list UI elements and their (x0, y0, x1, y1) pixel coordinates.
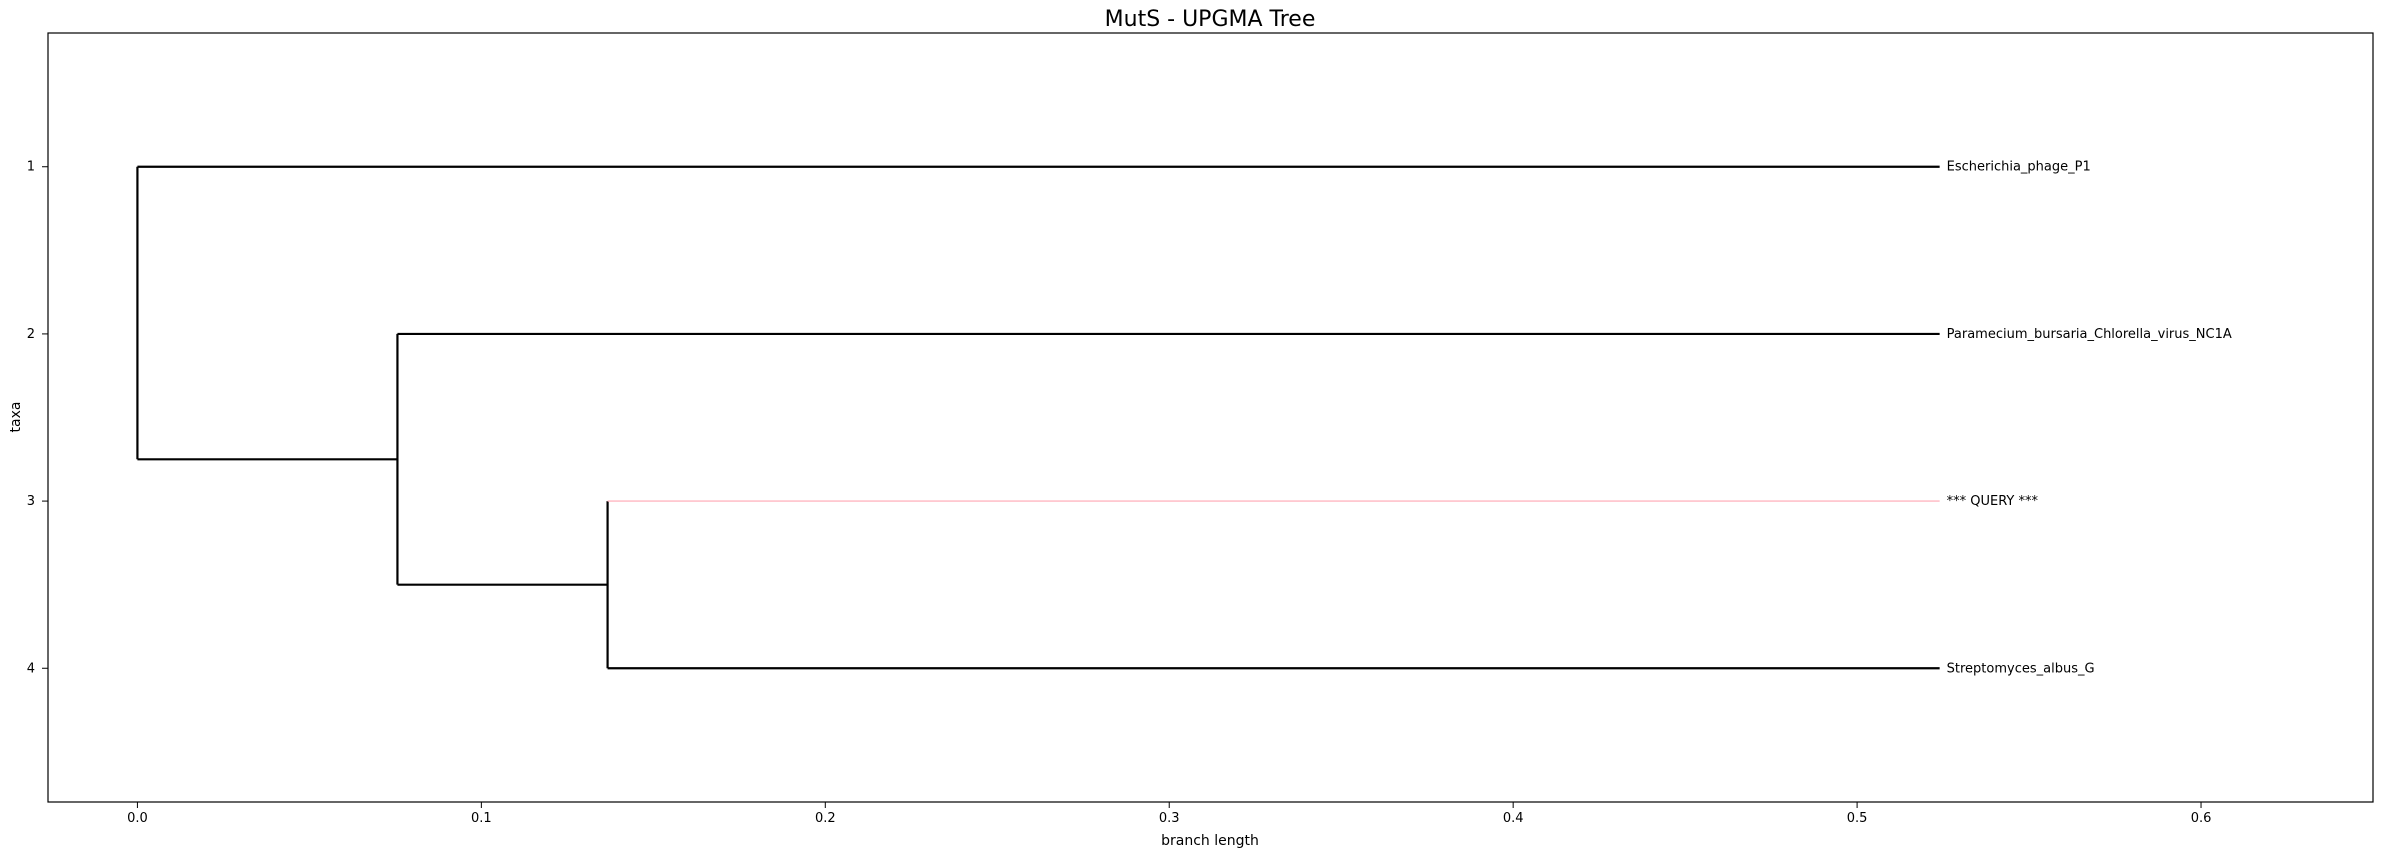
x-axis-label: branch length (1161, 833, 1259, 849)
x-axis: 0.0 0.1 0.2 0.3 0.4 0.5 0.6 (127, 802, 2211, 826)
leaf-label-3: *** QUERY *** (1947, 494, 2039, 509)
x-tick-label-4: 0.3 (1159, 811, 1180, 826)
leaf-label-2: Paramecium_bursaria_Chlorella_virus_NC1A (1947, 327, 2232, 342)
x-tick-label-3: 0.2 (815, 811, 836, 826)
y-tick-label-3: 3 (27, 494, 35, 509)
y-axis: 1 2 3 4 (27, 160, 48, 676)
x-tick-label-2: 0.1 (471, 811, 492, 826)
leaf-labels: Escherichia_phage_P1 Paramecium_bursaria_… (1947, 160, 2232, 677)
y-tick-label-4: 4 (27, 661, 35, 676)
y-tick-label-1: 1 (27, 160, 35, 175)
x-tick-label-5: 0.4 (1503, 811, 1524, 826)
x-tick-label-6: 0.5 (1847, 811, 1868, 826)
x-tick-label-1: 0.0 (127, 811, 148, 826)
leaf-label-1: Escherichia_phage_P1 (1947, 160, 2091, 175)
y-tick-label-2: 2 (27, 327, 35, 342)
y-axis-label: taxa (8, 402, 24, 433)
x-tick-label-7: 0.6 (2191, 811, 2212, 826)
branches-layer (136, 165, 1940, 670)
plot-area-frame (47, 32, 2374, 803)
chart-title: MutS - UPGMA Tree (1105, 7, 1316, 32)
leaf-label-4: Streptomyces_albus_G (1947, 661, 2095, 676)
